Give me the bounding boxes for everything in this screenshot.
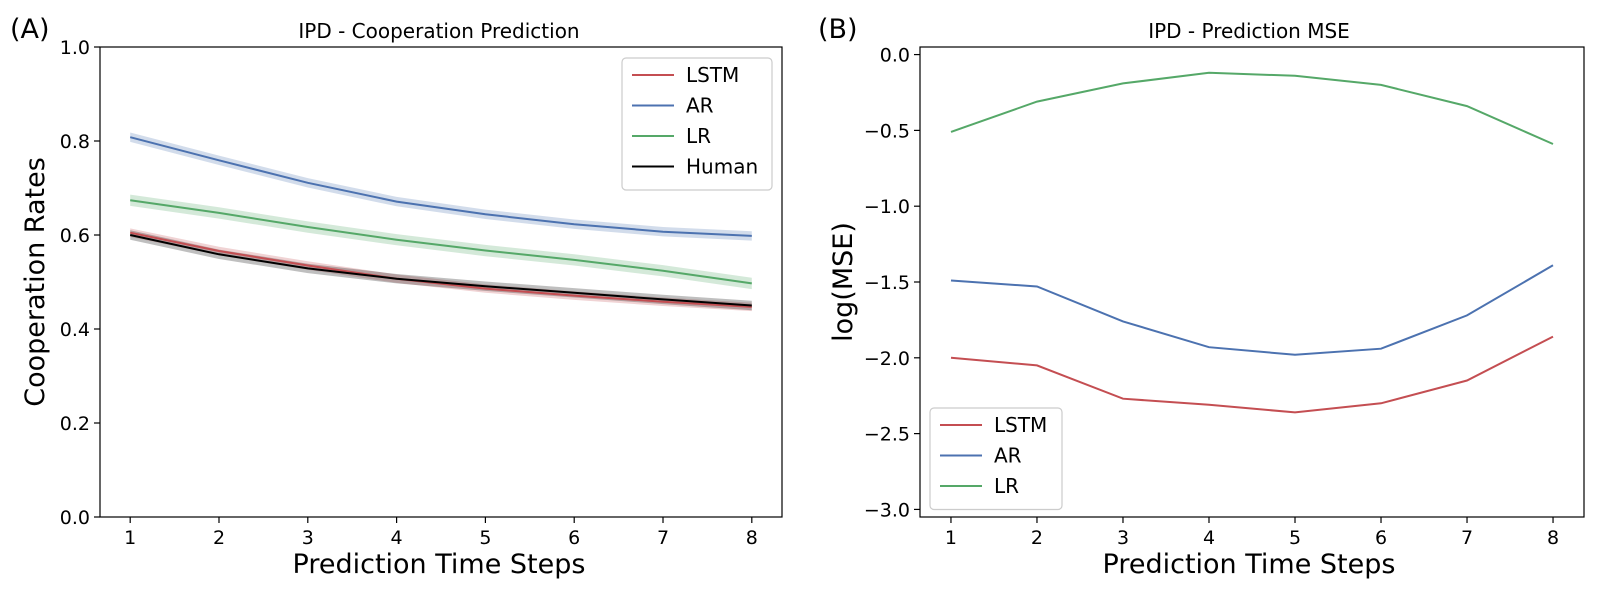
panel-b-letter: (B) <box>818 14 858 45</box>
panel-b-legend-label-ar: AR <box>994 444 1022 468</box>
panel-a-x-tick-label: 8 <box>746 527 758 549</box>
panel-b-line-lstm <box>950 335 1554 414</box>
panel-b-x-tick-label: 4 <box>1203 527 1215 549</box>
panel-b-y-tick-label: −1.5 <box>864 272 910 294</box>
panel-b-legend <box>929 407 1063 511</box>
panel-b-plot: 1 2 3 4 5 6 7 8 0.0 −0.5 −1.0 −1.5 −2.0 −2.5 −3.0 LSTM A… <box>864 45 1585 549</box>
panel-b-x-tick-label: 8 <box>1547 527 1559 549</box>
panel-b-y-tick-label: −3.0 <box>864 499 910 521</box>
panel-b-x-tick-label: 6 <box>1375 527 1387 549</box>
panel-a-line-ar <box>129 136 752 237</box>
panel-a-x-tick-label: 3 <box>302 527 314 549</box>
panel-a-line-lr <box>130 199 752 285</box>
panel-a-x-axis-label: Prediction Time Steps <box>293 549 586 580</box>
panel-b-x-tick-label: 2 <box>1031 527 1043 549</box>
panel-b-x-tick-label: 3 <box>1117 527 1129 549</box>
panel-b-x-tick-label: 7 <box>1461 527 1473 549</box>
panel-b-y-tick-label: −2.5 <box>864 424 910 446</box>
panel-b-title: IPD - Prediction MSE <box>1148 19 1350 43</box>
panel-a-band-lr <box>130 194 752 290</box>
panel-b-line-lr <box>950 71 1554 145</box>
panel-b-y-tick-label: 0.0 <box>880 45 910 67</box>
panel-a-plot: 1 2 3 4 5 6 7 8 0.0 0.2 0.4 0.6 0.8 1.0 LSTM AR LR Human <box>60 37 783 549</box>
panel-a-y-tick-label: 0.8 <box>60 131 90 153</box>
panel-a-legend-label-lr: LR <box>686 124 711 148</box>
panel-a-letter: (A) <box>10 14 50 45</box>
panel-a-y-tick-label: 0.6 <box>60 225 90 247</box>
panel-b-x-tick-label: 5 <box>1289 527 1301 549</box>
panel-a-x-tick-label: 7 <box>657 527 669 549</box>
panel-a-y-tick-label: 0.4 <box>60 319 90 341</box>
panel-a-x-tick-label: 2 <box>213 527 225 549</box>
panel-a-band-ar <box>130 132 752 241</box>
panel-a-legend-label-human: Human <box>686 155 758 179</box>
panel-a-y-tick-label: 0.2 <box>60 413 90 435</box>
panel-a-line-lstm <box>129 231 752 308</box>
panel-a-title: IPD - Cooperation Prediction <box>298 19 579 43</box>
panel-a-line-human <box>129 234 752 307</box>
panel-a-frame <box>99 46 783 518</box>
panel-a-x-tick-label: 4 <box>391 527 403 549</box>
panel-b-y-tick-label: −0.5 <box>864 120 910 142</box>
panel-a-x-tick-label: 1 <box>124 527 136 549</box>
panel-a-y-tick-label: 0.0 <box>60 507 90 529</box>
panel-a-x-tick-label: 6 <box>568 527 580 549</box>
panel-b-x-tick-label: 1 <box>945 527 957 549</box>
panel-a-x-tick-label: 5 <box>479 527 491 549</box>
panel-a-legend-label-ar: AR <box>686 94 714 118</box>
panel-a-legend-label-lstm: LSTM <box>686 63 739 87</box>
panel-a-legend <box>621 57 773 191</box>
panel-b-y-axis-label: log(MSE) <box>828 222 859 342</box>
panel-a-band-human <box>130 230 752 311</box>
panel-b-y-tick-label: −1.0 <box>864 196 910 218</box>
panel-a-y-axis-label: Cooperation Rates <box>20 157 51 407</box>
panel-b-legend-label-lstm: LSTM <box>994 413 1047 437</box>
panel-b-legend-label-lr: LR <box>994 474 1019 498</box>
panel-b-y-tick-label: −2.0 <box>864 348 910 370</box>
panel-a-y-tick-label: 1.0 <box>60 37 90 59</box>
panel-b-x-axis-label: Prediction Time Steps <box>1103 549 1396 580</box>
panel-b-line-ar <box>950 264 1554 356</box>
